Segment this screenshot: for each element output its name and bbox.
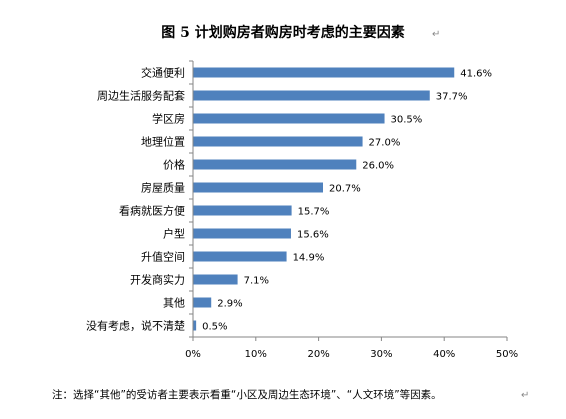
value-label: 27.0%: [369, 138, 401, 149]
value-label: 26.0%: [362, 161, 394, 172]
category-label: 价格: [163, 158, 185, 172]
bar-6: [193, 182, 323, 193]
chart-title: 图 5 计划购房者购房时考虑的主要因素: [161, 24, 405, 41]
x-tick-label: 50%: [496, 349, 518, 360]
category-label: 看病就医方便: [119, 204, 185, 218]
category-label: 开发商实力: [130, 273, 185, 287]
category-label: 地理位置: [141, 135, 185, 149]
x-tick-label: 30%: [370, 349, 392, 360]
footnote: 注：选择“其他”的受访者主要表示看重“小区及周边生态环境”、“人文环境”等因素。: [52, 388, 442, 401]
bar-5: [193, 159, 357, 170]
category-label: 周边生活服务配套: [97, 89, 185, 103]
bar-10: [193, 274, 238, 285]
bar-1: [193, 67, 455, 78]
category-label: 交通便利: [141, 66, 185, 80]
category-label: 房屋质量: [141, 182, 185, 195]
value-label: 14.9%: [293, 253, 325, 264]
footnote-paragraph-mark-icon: ↵: [521, 390, 529, 401]
bar-7: [193, 205, 292, 216]
bar-9: [193, 251, 287, 262]
value-label: 37.7%: [436, 92, 468, 103]
plot-area: 交通便利 41.6% 周边生活服务配套 37.7% 学区房 30.5% 地理位置 27.0% 价…: [86, 60, 518, 360]
category-label: 户型: [163, 227, 185, 241]
x-tick-label: 10%: [245, 349, 267, 360]
value-label: 15.6%: [297, 230, 329, 241]
bar-11: [193, 297, 212, 308]
value-label: 41.6%: [460, 69, 492, 80]
value-label: 30.5%: [391, 115, 423, 126]
value-label: 20.7%: [329, 184, 361, 195]
bar-4: [193, 136, 363, 147]
category-label: 学区房: [152, 112, 185, 126]
x-tick-label: 40%: [433, 349, 455, 360]
category-label: 其他: [163, 297, 185, 310]
category-label: 升值空间: [141, 250, 185, 264]
x-tick-label: 20%: [307, 349, 329, 360]
bar-2: [193, 90, 430, 101]
bar-8: [193, 228, 291, 239]
value-label: 2.9%: [217, 299, 242, 310]
value-label: 0.5%: [202, 322, 227, 333]
value-label: 15.7%: [298, 207, 330, 218]
x-tick-label: 0%: [185, 349, 201, 360]
bar-12: [193, 320, 197, 331]
bar-3: [193, 113, 385, 124]
category-label: 没有考虑，说不清楚: [86, 319, 185, 333]
paragraph-mark-icon: ↵: [432, 29, 440, 40]
value-label: 7.1%: [244, 276, 269, 287]
